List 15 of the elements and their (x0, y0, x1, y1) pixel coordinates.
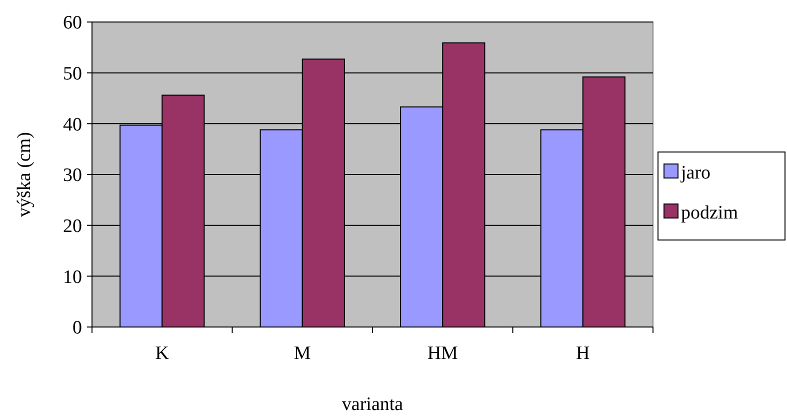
x-axis-title: varianta (342, 394, 404, 415)
y-tick-label: 20 (63, 216, 82, 237)
y-tick-label: 40 (63, 114, 82, 136)
y-axis-title: výška (cm) (14, 132, 35, 217)
x-tick-label: M (294, 343, 311, 364)
legend-label: jaro (680, 162, 711, 184)
y-tick-label: 10 (63, 266, 82, 288)
y-tick-label: 0 (72, 318, 82, 339)
y-tick-label: 60 (63, 12, 82, 34)
x-tick-label: HM (427, 343, 458, 364)
x-tick-label: K (155, 343, 170, 364)
y-tick-label: 50 (63, 63, 82, 84)
legend-label: podzim (681, 202, 738, 224)
y-tick-label: 30 (63, 165, 82, 186)
x-tick-label: H (576, 343, 590, 364)
